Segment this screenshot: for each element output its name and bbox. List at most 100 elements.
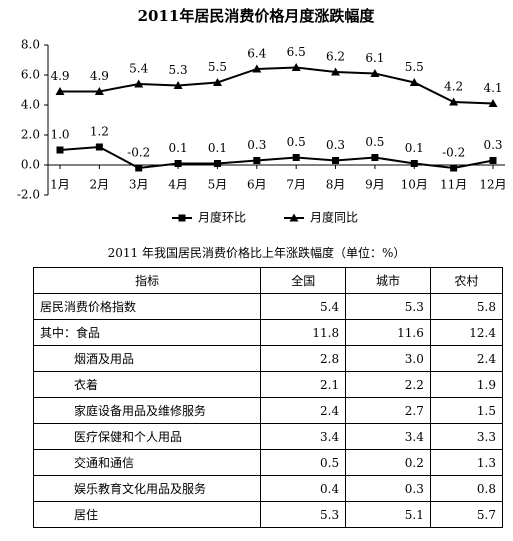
data-label: 6.2 — [326, 50, 345, 64]
table-cell: 1.9 — [429, 371, 504, 398]
data-label: 5.4 — [129, 62, 148, 76]
x-tick-label: 2月 — [90, 178, 110, 192]
legend-label: 月度同比 — [310, 210, 358, 225]
x-tick-label: 1月 — [50, 178, 70, 192]
data-label: 5.5 — [208, 60, 227, 74]
data-label: 0.5 — [287, 135, 306, 149]
data-label: 6.1 — [365, 51, 384, 65]
point — [94, 87, 104, 95]
data-label: 6.4 — [247, 47, 266, 61]
legend-label: 月度环比 — [198, 210, 246, 225]
point — [449, 97, 459, 106]
table-cell: 2.1 — [260, 371, 347, 398]
chart-title: 2011年居民消费价格月度涨跌幅度 — [138, 7, 376, 25]
data-label: 6.5 — [287, 45, 306, 59]
table-cell: 居住 — [32, 501, 262, 528]
y-tick-label: 8.0 — [21, 38, 40, 52]
table-cell: 3.0 — [345, 345, 431, 372]
table-cell: 12.4 — [429, 319, 504, 346]
point — [134, 79, 144, 88]
point — [450, 164, 458, 172]
table-cell: 城市 — [345, 267, 431, 294]
x-tick-label: 3月 — [129, 178, 149, 192]
table-row: 居住 5.3 5.1 5.7 — [32, 501, 504, 528]
series-line — [60, 66, 494, 105]
data-label: 5.5 — [405, 60, 424, 74]
y-tick-label: 2.0 — [21, 128, 40, 142]
data-label: -0.2 — [127, 146, 150, 160]
table-cell: 医疗保健和个人用品 — [32, 423, 262, 450]
y-tick-label: 6.0 — [21, 68, 40, 82]
x-tick-label: 8月 — [326, 178, 346, 192]
data-label: 1.2 — [90, 125, 109, 139]
table-cell: 2.4 — [429, 345, 504, 372]
point — [55, 87, 65, 95]
table-cell: 居民消费价格指数 — [32, 293, 262, 320]
y-tick-label: -2.0 — [17, 188, 40, 202]
table-cell: 1.3 — [429, 449, 504, 476]
table-cell: 0.5 — [260, 449, 347, 476]
table-cell: 5.3 — [345, 293, 431, 320]
table-cell: 烟酒及用品 — [32, 345, 262, 372]
table-cell: 1.5 — [429, 397, 504, 424]
point — [212, 78, 222, 86]
table-cell: 3.4 — [345, 423, 431, 450]
table-cell: 5.4 — [260, 293, 347, 320]
table: 指标 全国 城市 农村 居民消费价格指数 5.4 5.3 5.8 其中：食品 11.8 11.6 12… — [32, 267, 504, 528]
point — [371, 154, 379, 161]
point — [409, 78, 419, 86]
table-cell: 5.1 — [345, 501, 431, 528]
x-tick-label: 7月 — [286, 178, 306, 192]
data-label: 0.1 — [169, 141, 188, 155]
table-cell: 3.3 — [429, 423, 504, 450]
point — [252, 64, 262, 73]
data-label: 4.9 — [90, 69, 109, 83]
point — [174, 160, 182, 167]
table-cell: 2.7 — [345, 397, 431, 424]
table-cell: 指标 — [32, 267, 262, 294]
table-cell: 2.8 — [260, 345, 347, 372]
point — [95, 143, 103, 151]
table-cell: 0.3 — [345, 475, 431, 502]
x-tick-label: 5月 — [208, 178, 228, 192]
table-row: 烟酒及用品 2.8 3.0 2.4 — [32, 345, 504, 372]
table-cell: 5.8 — [429, 293, 504, 320]
table-cell: 0.4 — [260, 475, 347, 502]
table-cell: 家庭设备用品及维修服务 — [32, 397, 262, 424]
data-label: 1.0 — [50, 128, 69, 142]
table-row: 家庭设备用品及维修服务 2.4 2.7 1.5 — [32, 397, 504, 424]
y-tick-label: 0.0 — [21, 158, 40, 172]
table-cell: 娱乐教育文化用品及服务 — [32, 475, 262, 502]
point — [332, 157, 340, 164]
data-label: 0.1 — [405, 141, 424, 155]
x-tick-label: 10月 — [401, 178, 428, 192]
table-cell: 全国 — [260, 267, 347, 294]
point — [292, 154, 300, 161]
point — [173, 81, 183, 89]
data-label: 4.9 — [50, 69, 69, 83]
table-cell: 11.6 — [345, 319, 431, 346]
table-cell: 0.8 — [429, 475, 504, 502]
point — [331, 67, 341, 76]
table-cell: 交通和通信 — [32, 449, 262, 476]
table-row: 居民消费价格指数 5.4 5.3 5.8 — [32, 293, 504, 320]
table-cell: 5.7 — [429, 501, 504, 528]
data-label: 0.3 — [483, 138, 502, 152]
table-cell: 3.4 — [260, 423, 347, 450]
point — [370, 69, 380, 77]
point — [56, 146, 64, 154]
data-label: 4.2 — [444, 80, 463, 94]
point — [410, 160, 418, 167]
point — [291, 63, 301, 71]
table-cell: 5.3 — [260, 501, 347, 528]
x-tick-label: 6月 — [247, 178, 267, 192]
data-label: 0.1 — [208, 141, 227, 155]
data-label: 5.3 — [169, 63, 188, 77]
chart: 2011年居民消费价格月度涨跌幅度 -2.0 0.0 2.0 4.0 6.0 8.0 1月 2… — [17, 7, 507, 225]
series-line — [59, 145, 494, 170]
y-tick-label: 4.0 — [21, 98, 40, 112]
data-label: -0.2 — [442, 146, 465, 160]
x-tick-label: 4月 — [168, 178, 188, 192]
table-cell: 2.2 — [345, 371, 431, 398]
